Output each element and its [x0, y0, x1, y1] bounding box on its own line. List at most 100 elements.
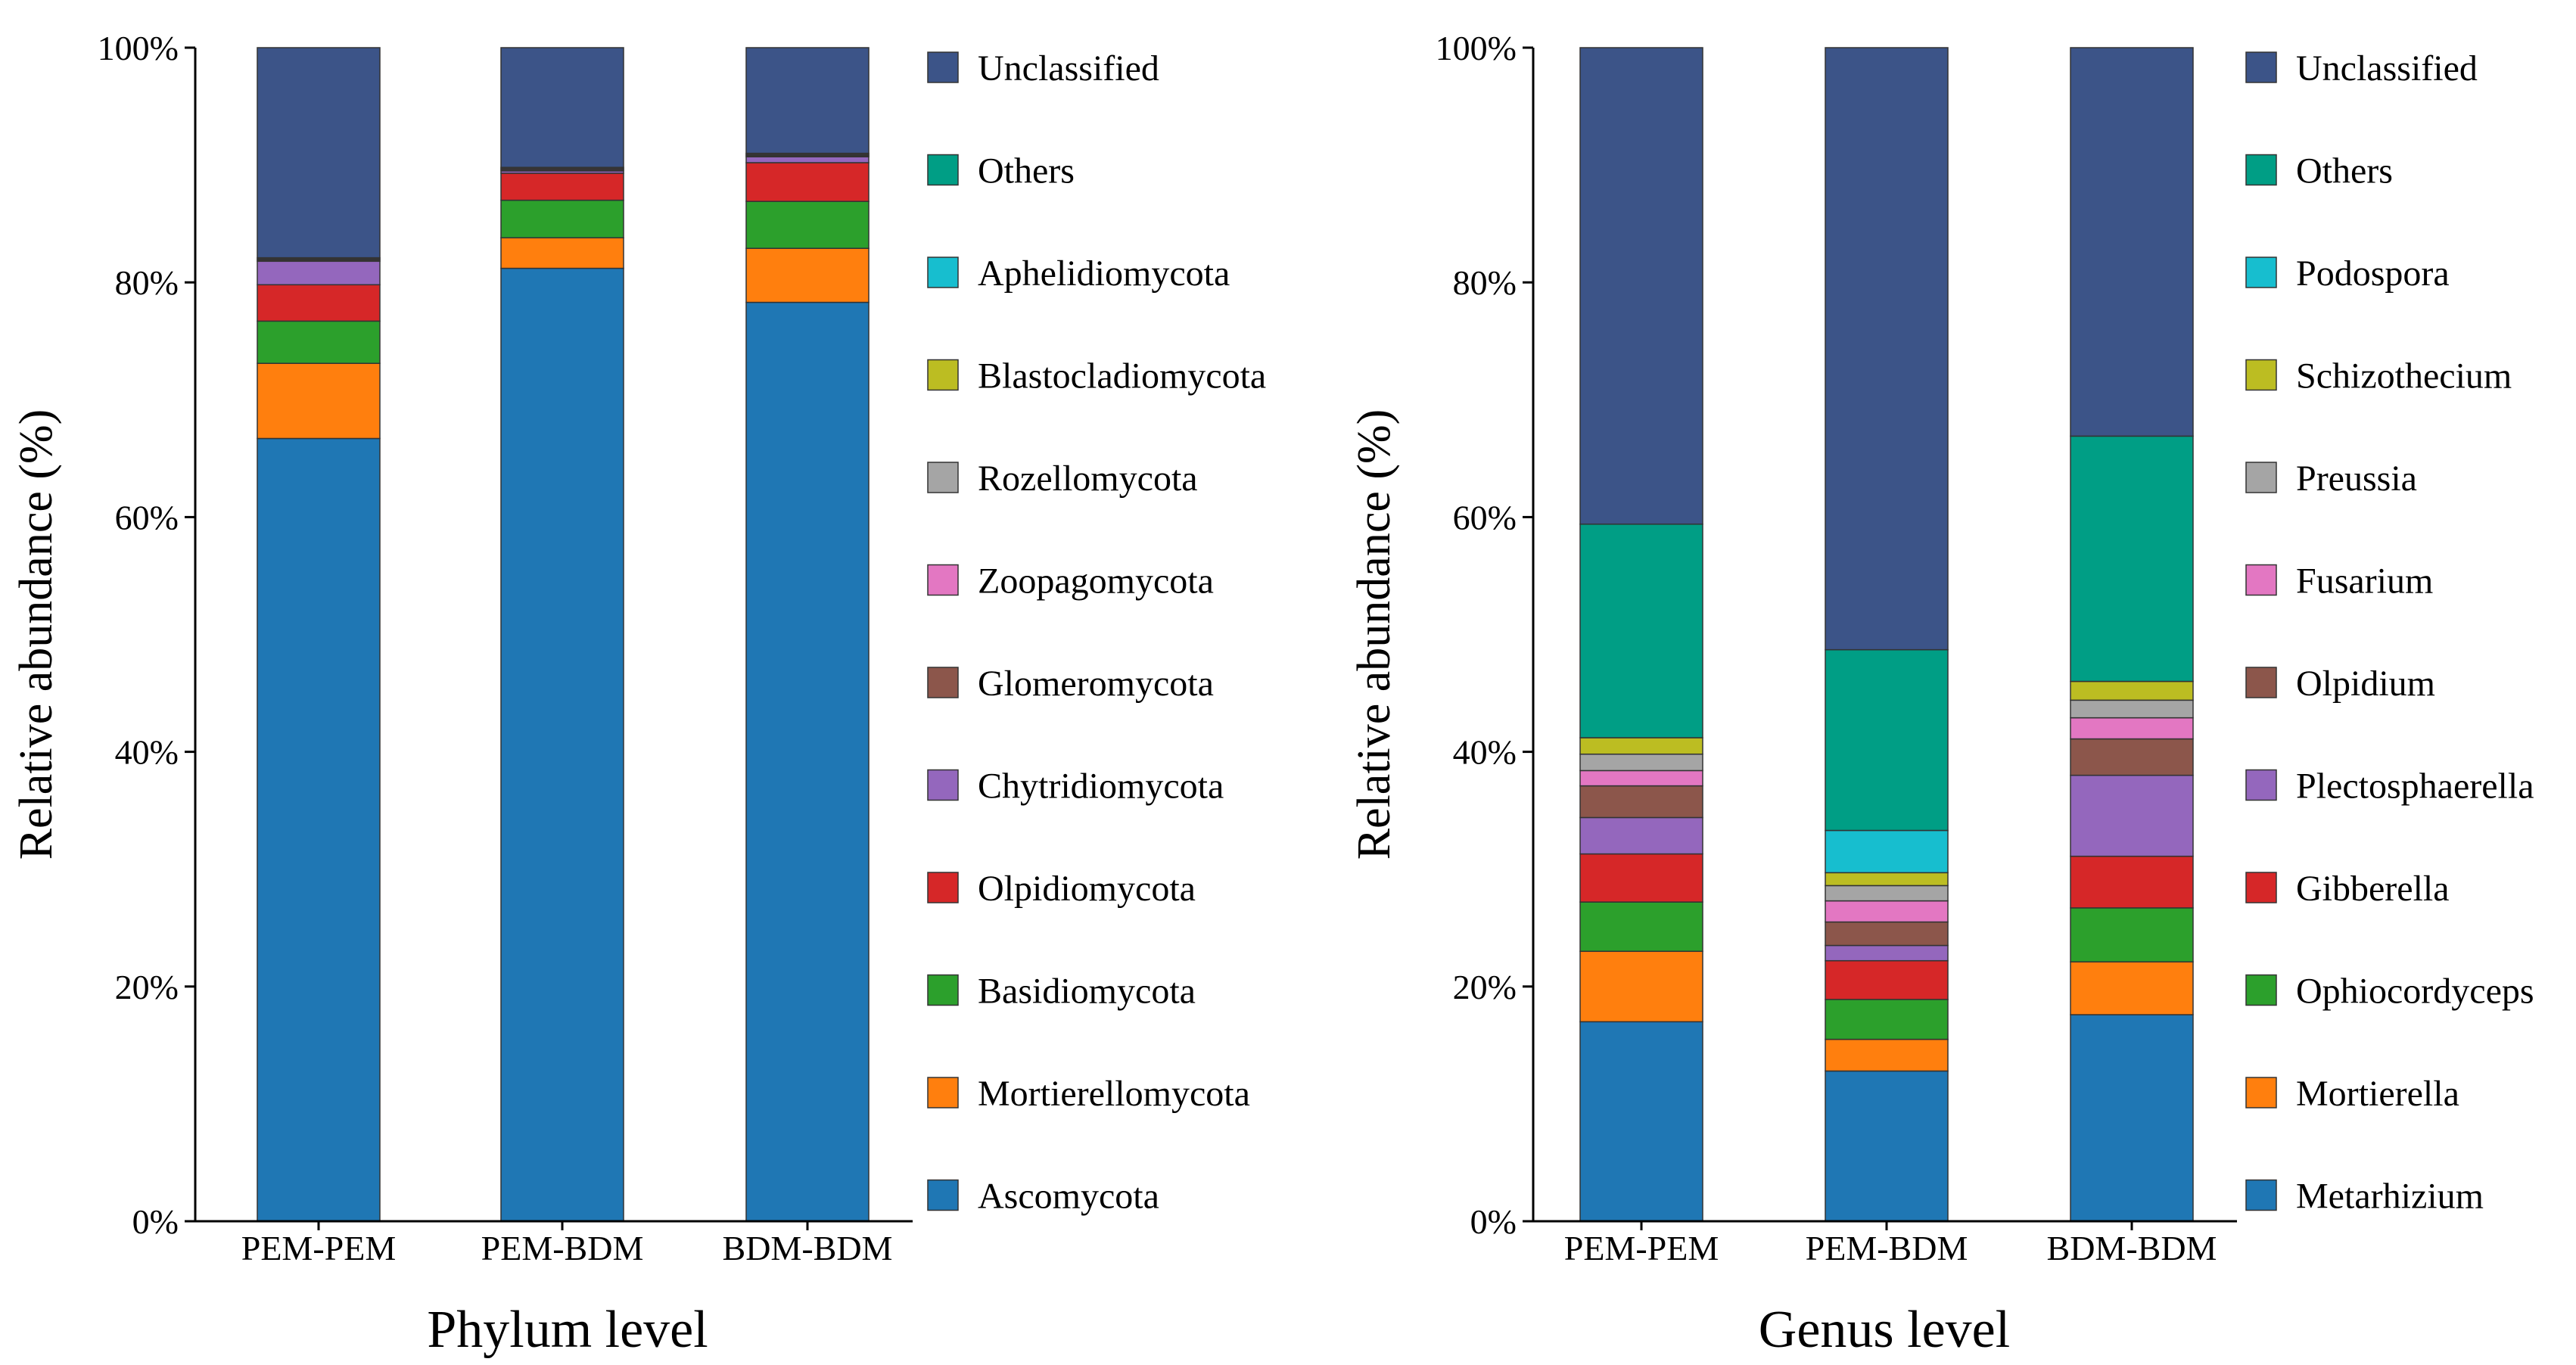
genus-y-axis-label: Relative abundance (%): [1349, 409, 1400, 860]
genus-y-tick-label: 100%: [1436, 29, 1517, 67]
phylum-y-tick-label: 60%: [115, 498, 179, 536]
phylum-legend-label-blastocladiomycota: Blastocladiomycota: [978, 356, 1266, 396]
phylum-y-tick-label: 100%: [98, 29, 179, 67]
genus-x-tick-label: BDM-BDM: [2047, 1229, 2217, 1267]
phylum-legend-swatch-basidiomycota: [927, 974, 959, 1006]
phylum-legend-label-aphelidiomycota: Aphelidiomycota: [978, 253, 1230, 294]
genus-bar-bdm-bdm-plectosphaerella: [2070, 774, 2194, 857]
genus-legend-swatch-ophiocordyceps: [2245, 974, 2277, 1006]
phylum-legend-swatch-glomeromycota: [927, 667, 959, 698]
phylum-bar-bdm-bdm-basidiomycota: [745, 201, 870, 249]
phylum-legend-label-zoopagomycota: Zoopagomycota: [978, 561, 1214, 602]
phylum-y-tick-label: 20%: [115, 968, 179, 1006]
genus-legend-label-ophiocordyceps: Ophiocordyceps: [2296, 972, 2534, 1012]
genus-legend-label-gibberella: Gibberella: [2296, 869, 2450, 909]
genus-legend-label-olpidium: Olpidium: [2296, 664, 2435, 704]
genus-legend-label-unclassified: Unclassified: [2296, 48, 2478, 89]
phylum-bar-bdm-bdm-olpidiomycota: [745, 162, 870, 202]
genus-bar-bdm-bdm-mortierella: [2070, 961, 2194, 1015]
phylum-legend-label-chytridiomycota: Chytridiomycota: [978, 766, 1224, 807]
phylum-chart: PEM-PEM PEM-BDM BDM-BDM 0% 20% 40% 60% 80% 100% R…: [11, 29, 1266, 1359]
phylum-y-tick-label: 80%: [115, 263, 179, 302]
genus-x-tick-label: PEM-BDM: [1806, 1229, 1968, 1267]
genus-legend-label-plectosphaerella: Plectosphaerella: [2296, 766, 2534, 807]
genus-y-tick-label: 0%: [1470, 1202, 1517, 1241]
phylum-bar-pem-pem-unclassified: [257, 47, 381, 259]
phylum-legend-swatch-others: [927, 154, 959, 186]
phylum-y-tick-label: 0%: [132, 1202, 179, 1241]
phylum-x-axis-title: Phylum level: [427, 1301, 708, 1359]
genus-bar-pem-pem-others: [1579, 523, 1703, 738]
phylum-bar-pem-bdm-mortierellomycota: [500, 237, 624, 269]
genus-bar-pem-pem-olpidium: [1579, 785, 1703, 819]
genus-bar-pem-bdm-ophiocordyceps: [1825, 999, 1949, 1040]
genus-bar-pem-pem-plectosphaerella: [1579, 816, 1703, 855]
genus-bar-pem-pem-metarhizium: [1579, 1021, 1703, 1222]
phylum-bar-pem-bdm-olpidiomycota: [500, 173, 624, 201]
genus-bar-bdm-bdm-metarhizium: [2070, 1014, 2194, 1222]
genus-bar-bdm-bdm-preussia: [2070, 699, 2194, 719]
phylum-legend-swatch-chytridiomycota: [927, 769, 959, 801]
phylum-bar-pem-pem-basidiomycota: [257, 320, 381, 364]
phylum-x-tick-label: PEM-BDM: [481, 1229, 644, 1267]
genus-bar-pem-bdm-podospora: [1825, 829, 1949, 874]
genus-y-tick-label: 40%: [1453, 733, 1517, 772]
genus-y-tick-label: 20%: [1453, 968, 1517, 1006]
genus-bar-pem-pem-mortierella: [1579, 950, 1703, 1023]
phylum-bar-bdm-bdm-unclassified: [745, 47, 870, 154]
genus-bar-pem-bdm-plectosphaerella: [1825, 944, 1949, 962]
genus-x-tick-label: PEM-PEM: [1564, 1229, 1719, 1267]
genus-legend-label-mortierella: Mortierella: [2296, 1074, 2459, 1114]
genus-legend-label-metarhizium: Metarhizium: [2296, 1177, 2484, 1217]
phylum-legend-label-rozellomycota: Rozellomycota: [978, 459, 1198, 499]
phylum-bar-bdm-bdm-mortierellomycota: [745, 247, 870, 303]
phylum-legend-label-basidiomycota: Basidiomycota: [978, 972, 1196, 1012]
phylum-legend-label-unclassified: Unclassified: [978, 48, 1159, 89]
genus-bar-pem-bdm-schizothecium: [1825, 872, 1949, 887]
genus-chart: PEM-PEM PEM-BDM BDM-BDM 0% 20% 40% 60% 80% 100% R…: [1349, 29, 2534, 1359]
phylum-bar-pem-pem-chytridiomycota: [257, 260, 381, 286]
genus-legend-swatch-gibberella: [2245, 872, 2277, 903]
phylum-x-tick-label: BDM-BDM: [723, 1229, 893, 1267]
genus-legend-swatch-plectosphaerella: [2245, 769, 2277, 801]
phylum-legend-swatch-blastocladiomycota: [927, 359, 959, 391]
genus-bar-pem-pem-preussia: [1579, 753, 1703, 772]
genus-bar-pem-bdm-gibberella: [1825, 959, 1949, 1000]
genus-bar-bdm-bdm-gibberella: [2070, 855, 2194, 909]
phylum-bar-bdm-bdm-ascomycota: [745, 301, 870, 1222]
phylum-y-axis-label: Relative abundance (%): [11, 409, 62, 860]
phylum-bar-pem-bdm-unclassified: [500, 47, 624, 168]
genus-bar-bdm-bdm-fusarium: [2070, 717, 2194, 740]
phylum-legend-swatch-mortierellomycota: [927, 1077, 959, 1108]
genus-bar-bdm-bdm-schizothecium: [2070, 680, 2194, 701]
genus-y-tick-label: 80%: [1453, 263, 1517, 302]
genus-legend-swatch-unclassified: [2245, 51, 2277, 83]
phylum-legend-label-ascomycota: Ascomycota: [978, 1177, 1159, 1217]
genus-bar-bdm-bdm-unclassified: [2070, 47, 2194, 437]
phylum-bar-pem-pem-mortierellomycota: [257, 362, 381, 440]
phylum-legend-swatch-aphelidiomycota: [927, 257, 959, 288]
genus-legend-swatch-metarhizium: [2245, 1179, 2277, 1211]
genus-bar-pem-bdm-others: [1825, 648, 1949, 832]
genus-legend-swatch-fusarium: [2245, 564, 2277, 596]
genus-bar-pem-bdm-metarhizium: [1825, 1070, 1949, 1222]
phylum-legend-label-others: Others: [978, 151, 1075, 191]
genus-bar-pem-pem-fusarium: [1579, 770, 1703, 787]
phylum-legend-swatch-rozellomycota: [927, 462, 959, 493]
phylum-legend-swatch-ascomycota: [927, 1179, 959, 1211]
genus-y-tick-label: 60%: [1453, 498, 1517, 536]
phylum-bar-pem-pem-ascomycota: [257, 437, 381, 1222]
genus-bar-pem-bdm-olpidium: [1825, 921, 1949, 947]
genus-bar-pem-pem-ophiocordyceps: [1579, 901, 1703, 953]
phylum-legend-swatch-olpidiomycota: [927, 872, 959, 903]
phylum-bar-pem-bdm-ascomycota: [500, 267, 624, 1222]
genus-legend-swatch-podospora: [2245, 257, 2277, 288]
genus-bar-bdm-bdm-olpidium: [2070, 738, 2194, 776]
phylum-y-tick-label: 40%: [115, 733, 179, 772]
phylum-bar-pem-pem-olpidiomycota: [257, 284, 381, 322]
genus-bar-pem-bdm-preussia: [1825, 885, 1949, 902]
phylum-legend-label-olpidiomycota: Olpidiomycota: [978, 869, 1196, 909]
genus-legend-swatch-schizothecium: [2245, 359, 2277, 391]
phylum-bar-bdm-bdm-chytridiomycota: [745, 156, 870, 163]
